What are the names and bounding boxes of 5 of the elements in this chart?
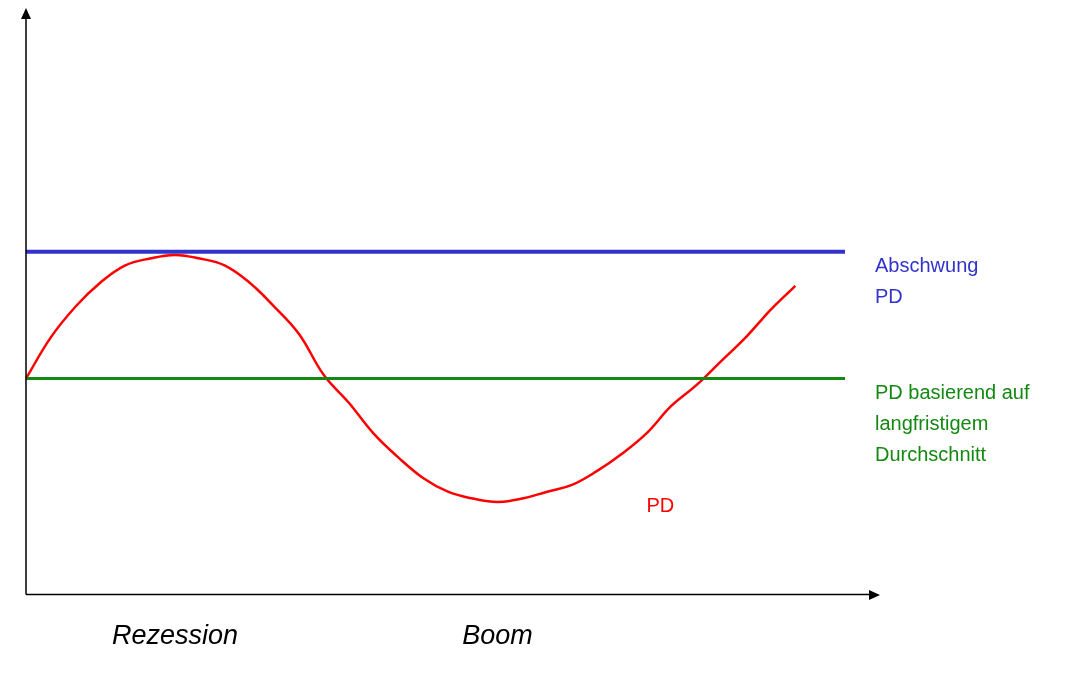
series-label: Abschwung PD: [875, 254, 979, 308]
text: PD: [646, 493, 675, 516]
x-tick-label: Boom: [462, 620, 533, 651]
x-tick-label: Rezession: [111, 620, 238, 651]
series-label: PD basierend auf langfristigem Durchschnitt: [875, 381, 1030, 466]
